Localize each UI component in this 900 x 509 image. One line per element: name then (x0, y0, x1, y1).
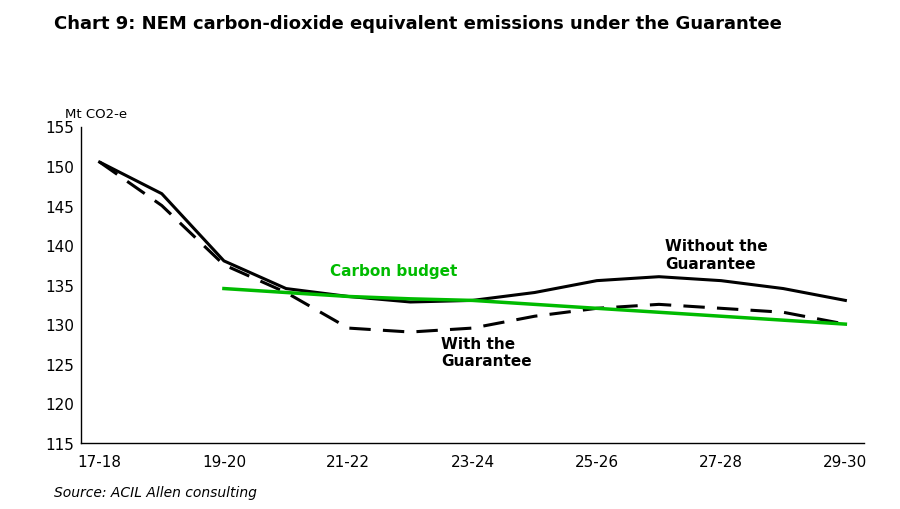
Text: Chart 9: NEM carbon-dioxide equivalent emissions under the Guarantee: Chart 9: NEM carbon-dioxide equivalent e… (54, 15, 782, 33)
Text: With the
Guarantee: With the Guarantee (441, 336, 532, 369)
Text: Carbon budget: Carbon budget (329, 263, 457, 278)
Text: Source: ACIL Allen consulting: Source: ACIL Allen consulting (54, 485, 256, 499)
Text: Mt CO2-e: Mt CO2-e (66, 108, 128, 121)
Text: Without the
Guarantee: Without the Guarantee (665, 239, 768, 271)
